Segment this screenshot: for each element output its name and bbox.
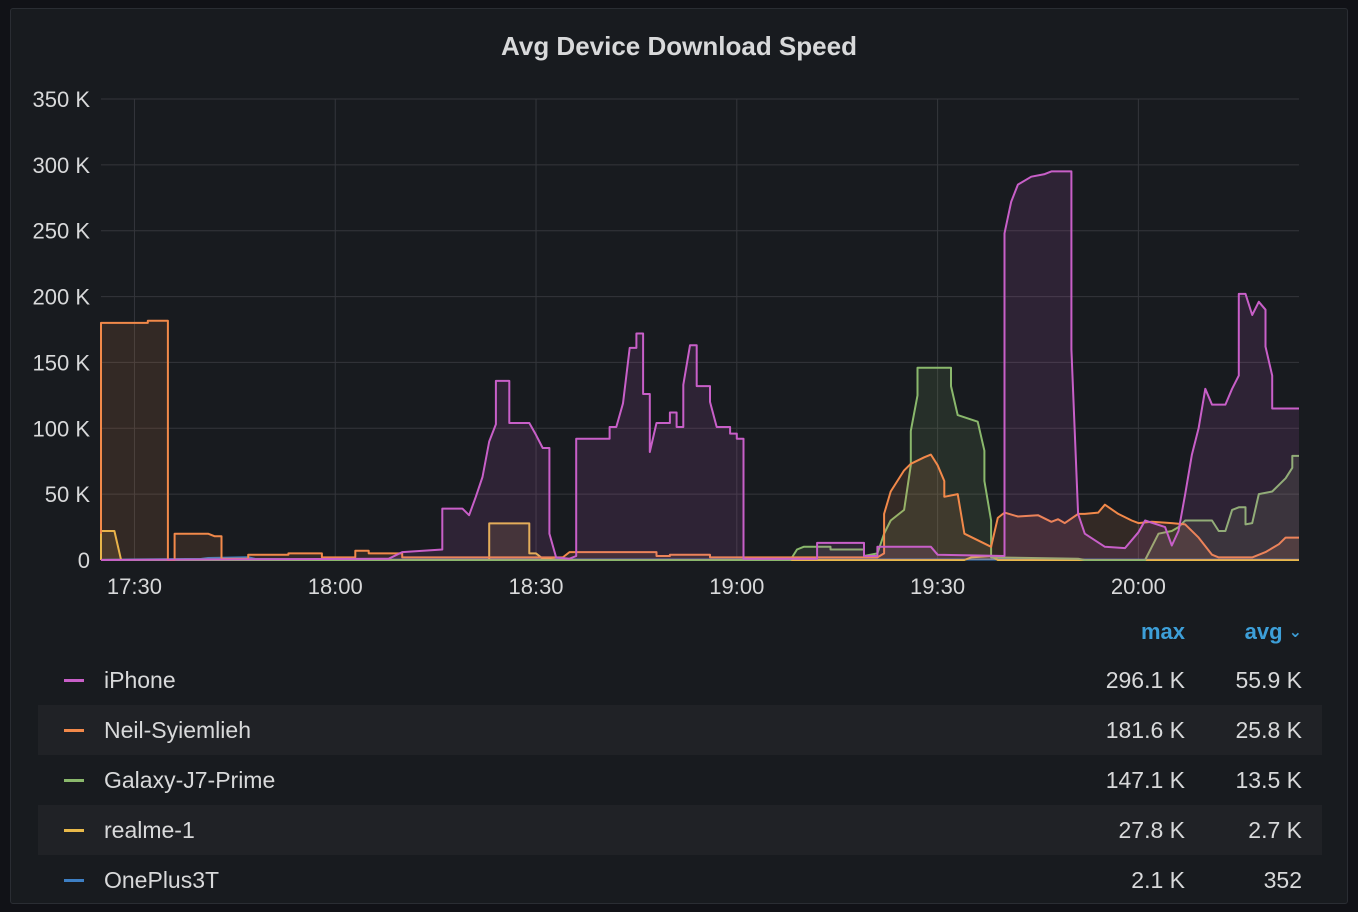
- legend-avg-value: 2.7 K: [1248, 817, 1302, 843]
- series-area-neil-syiemlieh: [101, 320, 1299, 560]
- series-area-iphone: [101, 171, 1299, 560]
- legend-row[interactable]: OnePlus3T 2.1 K 352: [38, 855, 1322, 905]
- x-tick-label: 17:30: [107, 574, 162, 599]
- legend-avg-value: 25.8 K: [1235, 717, 1303, 743]
- y-tick-label: 50 K: [45, 482, 91, 507]
- series-line-galaxy-j7-prime: [101, 366, 1299, 561]
- y-tick-label: 200 K: [33, 285, 91, 310]
- timeseries-chart[interactable]: 0 50 K 100 K 150 K 200 K 250 K 300 K 350 K 17:3…: [0, 0, 1358, 612]
- legend-series-name: Galaxy-J7-Prime: [104, 767, 276, 793]
- legend-series-name: realme-1: [104, 817, 195, 843]
- panel-title: Avg Device Download Speed: [501, 31, 857, 61]
- legend-swatch: [64, 779, 84, 782]
- grid-lines: [101, 98, 1299, 561]
- legend-column-max[interactable]: max: [1140, 619, 1185, 644]
- x-tick-label: 18:30: [508, 574, 563, 599]
- legend-max-value: 27.8 K: [1118, 817, 1186, 843]
- series-line-iphone: [100, 170, 1299, 561]
- legend-max-value: 2.1 K: [1131, 867, 1185, 893]
- legend-max-value: 296.1 K: [1105, 667, 1185, 693]
- y-tick-label: 250 K: [33, 219, 91, 244]
- legend-table: max avg ⌄ iPhone 296.1 K 55.9 K Neil-Syiemli…: [38, 615, 1322, 905]
- legend-max-value: 147.1 K: [1105, 767, 1185, 793]
- x-axis: 17:30 18:00 18:30 19:00 19:30 20:00: [107, 574, 1166, 599]
- legend-header: max avg ⌄: [38, 615, 1322, 655]
- y-tick-label: 100 K: [33, 416, 91, 441]
- legend-series-name: OnePlus3T: [104, 867, 220, 893]
- x-tick-label: 19:00: [709, 574, 764, 599]
- legend-max-value: 181.6 K: [1105, 717, 1185, 743]
- y-tick-label: 300 K: [33, 153, 91, 178]
- x-tick-label: 19:30: [910, 574, 965, 599]
- x-tick-label: 18:00: [308, 574, 363, 599]
- legend-row[interactable]: realme-1 27.8 K 2.7 K: [38, 805, 1322, 855]
- y-tick-label: 0: [78, 548, 90, 573]
- series-layer: [100, 170, 1300, 561]
- legend-swatch: [64, 879, 84, 882]
- legend-series-name: Neil-Syiemlieh: [104, 717, 251, 743]
- legend-column-avg[interactable]: avg ⌄: [1245, 619, 1302, 645]
- legend-row[interactable]: Neil-Syiemlieh 181.6 K 25.8 K: [38, 705, 1322, 755]
- legend-row[interactable]: iPhone 296.1 K 55.9 K: [38, 655, 1322, 705]
- legend-avg-value: 352: [1263, 867, 1302, 893]
- x-tick-label: 20:00: [1111, 574, 1166, 599]
- legend-avg-value: 13.5 K: [1235, 767, 1303, 793]
- legend-rows: iPhone 296.1 K 55.9 K Neil-Syiemlieh 181.6 K…: [38, 655, 1322, 905]
- legend-row[interactable]: Galaxy-J7-Prime 147.1 K 13.5 K: [38, 755, 1322, 805]
- series-line-realme-1: [100, 522, 1299, 561]
- legend-swatch: [64, 729, 84, 732]
- y-axis: 0 50 K 100 K 150 K 200 K 250 K 300 K 350 K: [33, 87, 91, 573]
- legend-series-name: iPhone: [104, 667, 176, 693]
- legend-avg-value: 55.9 K: [1235, 667, 1303, 693]
- y-tick-label: 150 K: [33, 350, 91, 375]
- legend-column-avg-label: avg: [1244, 619, 1283, 644]
- chevron-down-icon: ⌄: [1288, 624, 1302, 641]
- y-tick-label: 350 K: [33, 87, 91, 112]
- legend-swatch: [64, 679, 84, 682]
- series-area-galaxy-j7-prime: [101, 367, 1299, 560]
- legend-swatch: [64, 829, 84, 832]
